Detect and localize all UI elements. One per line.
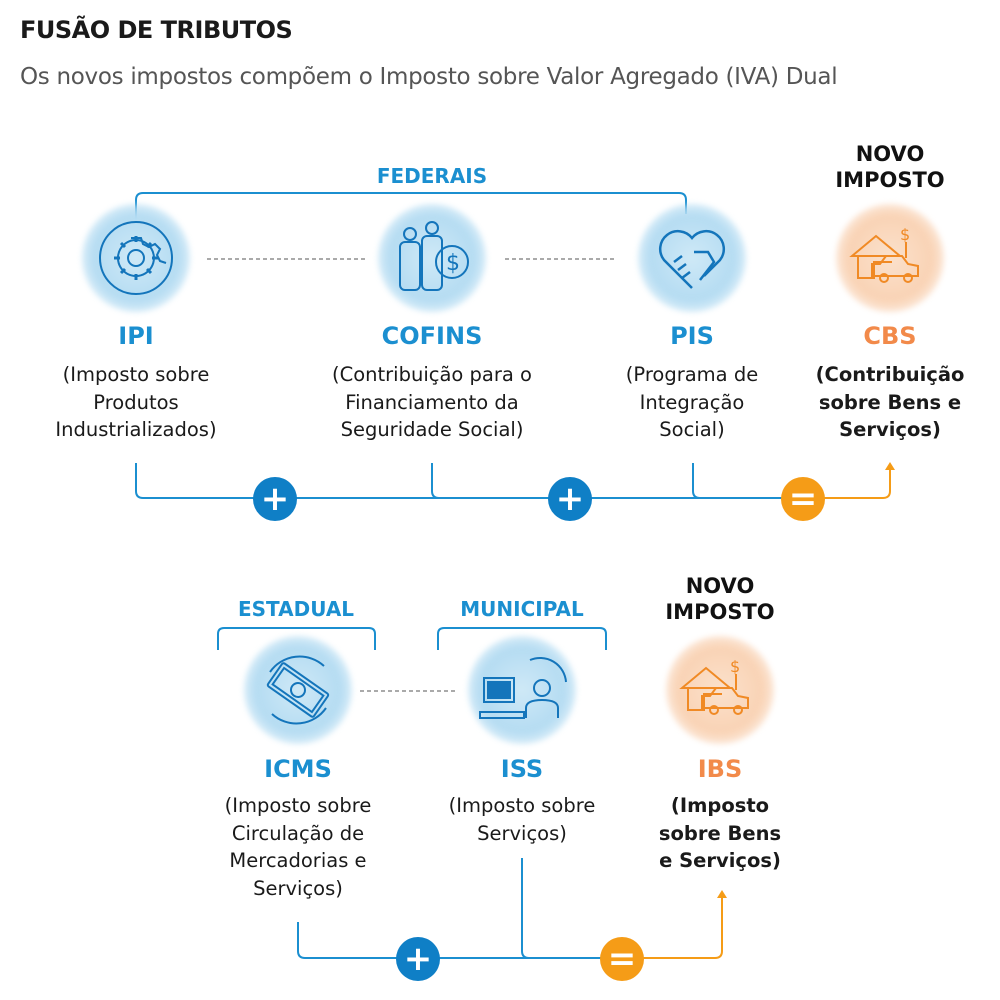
- tax-name-icms: ICMS: [264, 755, 332, 783]
- state-bracket: [217, 627, 376, 650]
- desc-line: (Imposto sobre: [62, 363, 210, 386]
- handshake-heart-icon: [634, 200, 750, 316]
- desc-line: Serviços): [839, 418, 941, 441]
- federal-bracket: [135, 192, 687, 228]
- arrow-head-icon: [885, 462, 895, 470]
- tax-name-iss: ISS: [500, 755, 544, 783]
- plus-icon: +: [396, 937, 440, 981]
- tax-name-cofins: COFINS: [381, 322, 483, 350]
- desc-line: (Imposto: [670, 794, 770, 817]
- page-title: FUSÃO DE TRIBUTOS: [20, 16, 293, 44]
- desc-line: Integração: [639, 390, 745, 414]
- desc-line: Serviços): [253, 876, 343, 900]
- pis-connector: [692, 463, 701, 499]
- desc-line: Financiamento da: [345, 390, 519, 414]
- tax-description-pis: (Programa de Integração Social): [562, 361, 822, 444]
- desc-line: e Serviços): [659, 849, 781, 872]
- new-tax-label-line: IMPOSTO: [665, 600, 775, 624]
- desc-line: (Programa de: [625, 363, 759, 386]
- desc-line: (Contribuição para o: [332, 363, 532, 386]
- plus-icon: +: [253, 477, 297, 521]
- desc-line: Produtos: [93, 390, 179, 414]
- new-tax-label: NOVO IMPOSTO: [835, 141, 944, 193]
- tax-name-ibs: IBS: [697, 755, 743, 783]
- svg-text:$: $: [730, 657, 740, 676]
- gear-cycle-icon: [78, 200, 194, 316]
- cbs-arrow-line: [803, 468, 891, 499]
- tax-name-ipi: IPI: [118, 322, 154, 350]
- tax-description-cofins: (Contribuição para o Financiamento da Se…: [302, 361, 562, 444]
- new-tax-label: NOVO IMPOSTO: [665, 573, 774, 625]
- ibs-arrow-line: [622, 896, 723, 959]
- new-tax-label-line: NOVO: [855, 142, 925, 166]
- desc-line: (Imposto sobre: [224, 794, 372, 817]
- desc-line: Serviços): [477, 821, 567, 845]
- people-money-icon: $: [374, 200, 490, 316]
- desc-line: Seguridade Social): [340, 418, 524, 441]
- iss-connector: [521, 858, 530, 959]
- desc-line: Social): [659, 418, 725, 441]
- house-car-money-icon: $: [832, 200, 948, 316]
- desc-line: (Contribuição: [815, 363, 965, 386]
- tax-description-iss: (Imposto sobre Serviços): [392, 792, 652, 847]
- equals-icon: =: [600, 937, 644, 981]
- desc-line: sobre Bens e: [818, 390, 962, 414]
- tax-description-cbs: (Contribuição sobre Bens e Serviços): [760, 361, 1000, 444]
- desc-line: sobre Bens: [658, 821, 782, 845]
- new-tax-label-line: IMPOSTO: [835, 168, 945, 192]
- house-car-money-icon: $: [662, 632, 778, 748]
- group-label-estadual: ESTADUAL: [237, 597, 355, 621]
- federal-sum-line: [135, 463, 803, 499]
- tax-description-icms: (Imposto sobre Circulação de Mercadorias…: [168, 792, 428, 902]
- group-label-municipal: MUNICIPAL: [460, 597, 584, 621]
- desc-line: (Imposto sobre: [448, 794, 596, 817]
- worker-computer-icon: [464, 632, 580, 748]
- money-bill-cycle-icon: [240, 632, 356, 748]
- desc-line: Mercadorias e: [229, 849, 367, 872]
- arrow-head-icon: [717, 890, 727, 898]
- tax-name-cbs: CBS: [863, 322, 917, 350]
- tax-description-ibs: (Imposto sobre Bens e Serviços): [590, 792, 850, 875]
- cofins-connector: [431, 463, 440, 499]
- equals-icon: =: [781, 477, 825, 521]
- svg-text:$: $: [446, 251, 460, 276]
- tax-name-pis: PIS: [670, 322, 714, 350]
- tax-description-ipi: (Imposto sobre Produtos Industrializados…: [6, 361, 266, 444]
- subnational-sum-line: [297, 922, 622, 959]
- new-tax-label-line: NOVO: [685, 574, 755, 598]
- page-subtitle: Os novos impostos compõem o Imposto sobr…: [20, 64, 838, 90]
- desc-line: Circulação de: [231, 821, 365, 845]
- plus-icon: +: [548, 477, 592, 521]
- group-label-federais: FEDERAIS: [376, 164, 488, 188]
- municipal-bracket: [437, 627, 607, 650]
- svg-text:$: $: [900, 225, 910, 244]
- desc-line: Industrializados): [55, 418, 217, 441]
